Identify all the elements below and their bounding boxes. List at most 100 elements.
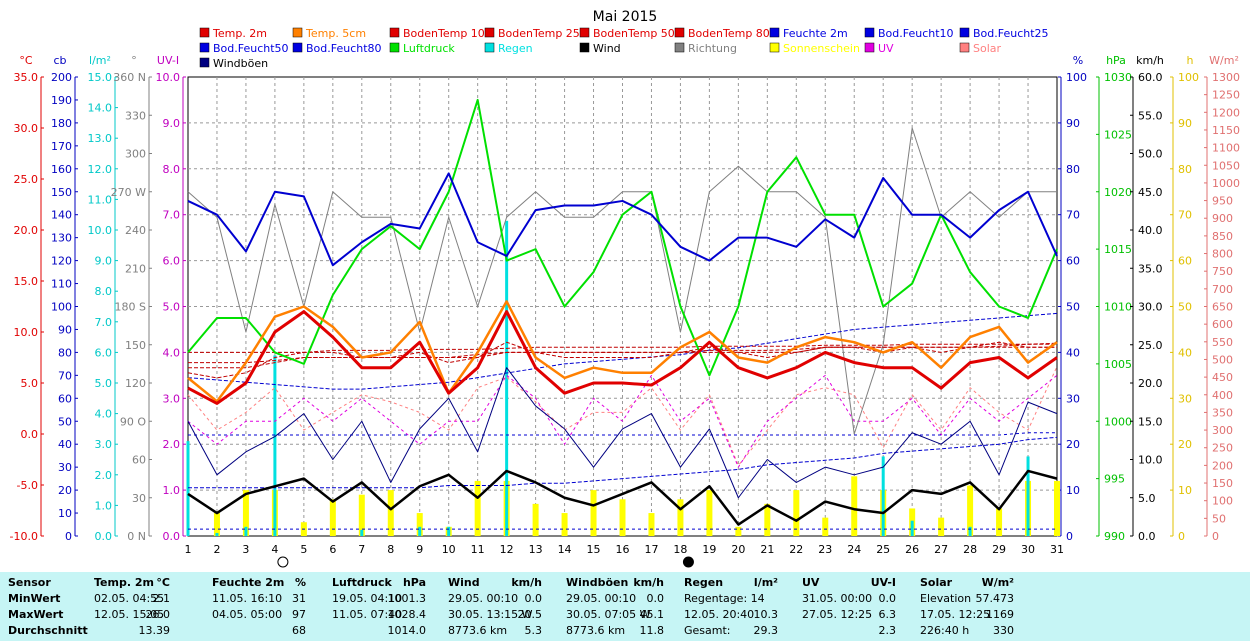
axis-tick-label: 170	[51, 140, 72, 153]
x-tick-label: 25	[876, 543, 890, 556]
axis-tick-label: 270 W	[111, 186, 146, 199]
axis-tick-label: 0.0	[95, 530, 113, 543]
stats-header: °C	[156, 576, 170, 589]
legend-swatch	[864, 42, 875, 53]
axis-unit: h	[1187, 54, 1194, 67]
stats-cell: Gesamt:	[684, 624, 731, 637]
axis-tick-label: 25.0	[14, 173, 39, 186]
series-regen-bar	[447, 526, 451, 536]
series-regen-bar	[418, 526, 422, 536]
series-temp-5cm	[187, 300, 1058, 403]
legend-swatch	[484, 42, 495, 53]
axis-tick-label: 40	[58, 438, 72, 451]
axis-tick-label: 35.0	[1138, 262, 1163, 275]
axis-tick-label: 100	[51, 301, 72, 314]
stats-cell: 97	[292, 608, 306, 621]
axis-tick-label: 50	[1066, 301, 1080, 314]
axis-tick-label: 150	[1212, 477, 1233, 490]
axis-tick-label: 0	[1178, 530, 1185, 543]
axis-tick-label: 10.0	[1138, 454, 1163, 467]
stats-cell: 57.473	[975, 592, 1015, 605]
axis-tick-label: 60.0	[1138, 71, 1163, 84]
series-sonnenschein-bar	[735, 526, 742, 536]
stats-cell: 11.8	[639, 624, 665, 637]
right-axes: %1009080706050403020100hPa10301025102010…	[1058, 54, 1240, 543]
series-sonnenschein-bar	[764, 503, 771, 536]
series-regen-bar	[910, 520, 914, 536]
axis-tick-label: 1150	[1212, 124, 1240, 137]
stats-cell: 68	[292, 624, 306, 637]
series-sonnenschein-bar	[213, 513, 220, 536]
series-bod-feucht10	[187, 312, 1058, 390]
axis-tick-label: 1030	[1104, 71, 1132, 84]
legend-label: Bod.Feucht80	[306, 42, 382, 55]
axis-tick-label: 0	[65, 530, 72, 543]
axis-tick-label: 11.0	[88, 193, 113, 206]
series-sonnenschein-bar	[474, 480, 481, 536]
axis-tick-label: 0.0	[1138, 530, 1156, 543]
axis-tick-label: 50	[1178, 301, 1192, 314]
axis-tick-label: 40	[1066, 346, 1080, 359]
series-wind	[187, 469, 1058, 526]
legend-swatch	[199, 42, 210, 53]
legend-label: Sonnenschein	[783, 42, 860, 55]
stats-cell: 29.05. 00:10	[448, 592, 519, 605]
axis-tick-label: 600	[1212, 318, 1233, 331]
axis-tick-label: 80	[1066, 163, 1080, 176]
series-regen-bar	[1026, 456, 1030, 536]
axis-unit: cb	[53, 54, 66, 67]
stats-header: MaxWert	[8, 608, 64, 621]
stats-cell: 29.3	[753, 624, 779, 637]
stats-cell: 45.1	[639, 608, 665, 621]
x-tick-label: 5	[300, 543, 307, 556]
stats-cell: 11.05. 16:10	[212, 592, 283, 605]
axis-tick-label: 140	[51, 209, 72, 222]
axis-tick-label: 900	[1212, 212, 1233, 225]
x-tick-label: 29	[992, 543, 1006, 556]
axis-tick-label: 350	[1212, 406, 1233, 419]
series-sonnenschein-bar	[561, 513, 568, 536]
x-tick-label: 8	[387, 543, 394, 556]
axis-tick-label: 650	[1212, 301, 1233, 314]
legend-label: Wind	[593, 42, 621, 55]
x-axis: 1 2 3 4 5 6 7 8 9 10 11 12 13 14 15 16 17 18 19 20 21 22 23 24 2…	[185, 543, 1064, 568]
axis-tick-label: 1015	[1104, 243, 1132, 256]
legend-label: Richtung	[688, 42, 737, 55]
axis-tick-label: 300	[125, 148, 146, 161]
stats-cell: 27.05. 12:25	[802, 608, 873, 621]
axis-tick-label: 3.0	[163, 392, 181, 405]
legend-swatch	[579, 27, 590, 38]
series-bodentemp-80	[188, 342, 1058, 353]
legend-label: Bod.Feucht25	[973, 27, 1049, 40]
stats-header: Temp. 2m	[94, 576, 154, 589]
series-bodentemp-25	[188, 346, 1057, 369]
axis-tick-label: 20.0	[1138, 377, 1163, 390]
axis-tick-label: 4.0	[163, 346, 181, 359]
stats-cell: 330	[993, 624, 1014, 637]
x-tick-label: 11	[471, 543, 485, 556]
axis-tick-label: 10.0	[88, 224, 113, 237]
axis-unit: °	[131, 54, 137, 67]
legend-swatch	[199, 57, 210, 68]
x-tick-label: 28	[963, 543, 977, 556]
axis-tick-label: 2.0	[95, 469, 113, 482]
x-tick-label: 16	[616, 543, 630, 556]
x-tick-label: 30	[1021, 543, 1035, 556]
axis-tick-label: 60	[1178, 255, 1192, 268]
axis-tick-label: 500	[1212, 353, 1233, 366]
series-richtung	[187, 127, 1057, 435]
axis-tick-label: 180	[51, 117, 72, 130]
stats-header: Windböen	[566, 576, 629, 589]
series-luftdruck	[187, 98, 1058, 377]
axis-tick-label: 70	[58, 369, 72, 382]
stats-cell: 0.0	[646, 592, 665, 605]
legend-label: Windböen	[213, 57, 268, 70]
axis-tick-label: 50	[58, 415, 72, 428]
axis-tick-label: 60	[132, 454, 146, 467]
legend-swatch	[769, 42, 780, 53]
axis-tick-label: -5.0	[17, 479, 38, 492]
stats-header: UV	[802, 576, 820, 589]
x-tick-label: 18	[673, 543, 687, 556]
chart-legend: Temp. 2m Temp. 5cm BodenTemp 10 BodenTemp 2…	[199, 27, 1049, 70]
x-tick-label: 27	[934, 543, 948, 556]
